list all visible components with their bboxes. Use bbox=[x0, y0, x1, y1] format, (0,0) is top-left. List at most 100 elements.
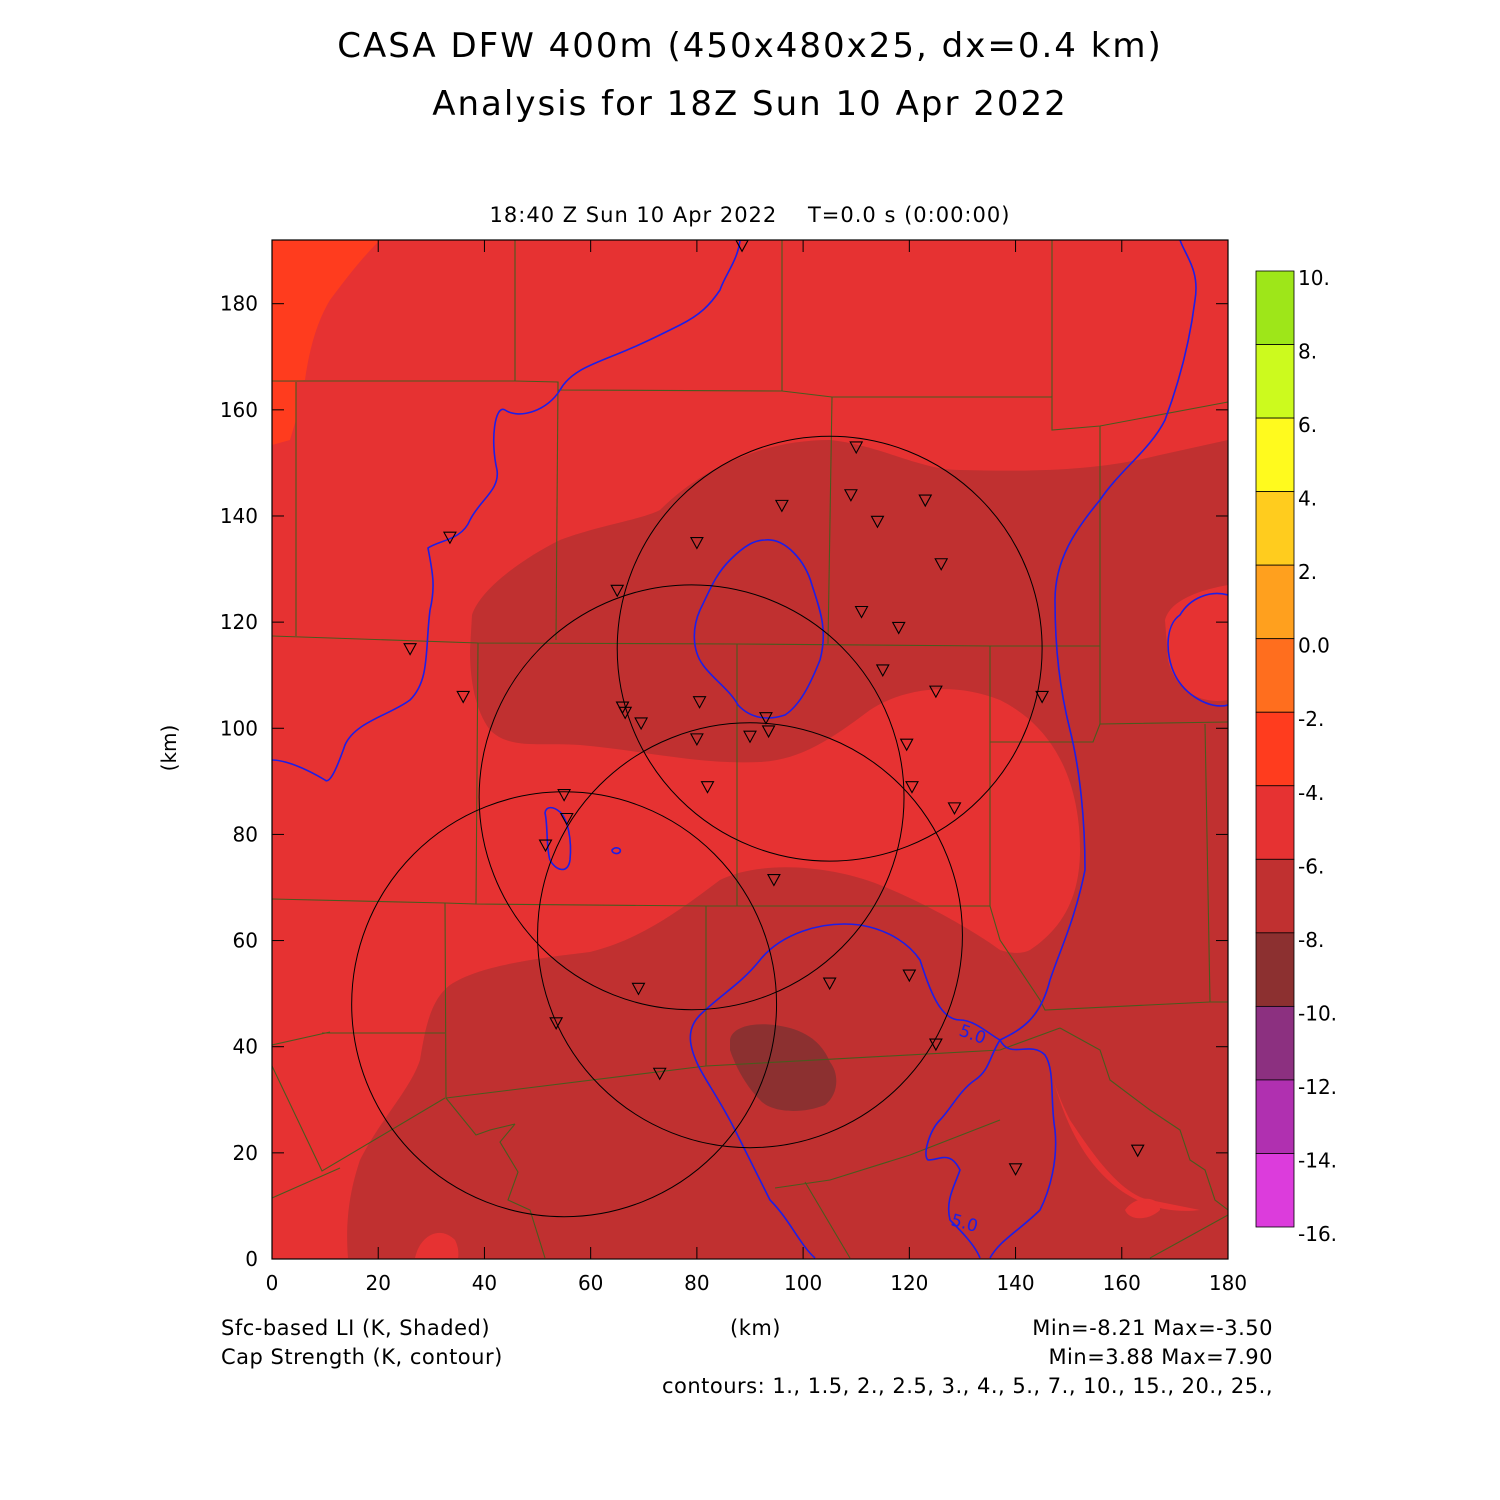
station-marker bbox=[849, 441, 864, 455]
station-marker bbox=[761, 725, 776, 739]
li-region-warm bbox=[272, 240, 380, 382]
cap-contours bbox=[272, 240, 1228, 1259]
x-tick-label: 0 bbox=[266, 1271, 279, 1295]
y-tick-label: 180 bbox=[220, 292, 258, 316]
station-marker bbox=[689, 536, 704, 550]
colorbar-label: 8. bbox=[1298, 340, 1317, 364]
station-marker bbox=[743, 730, 757, 744]
station-markers bbox=[403, 240, 1145, 1176]
station-marker bbox=[689, 733, 704, 747]
radar-ring-1 bbox=[616, 435, 1043, 862]
y-tick-label: 140 bbox=[220, 504, 258, 528]
station-marker bbox=[905, 781, 919, 794]
station-marker bbox=[652, 1067, 667, 1081]
station-marker bbox=[870, 515, 885, 529]
x-axis: 0 20 40 60 80 100 120 140 160 180 bbox=[266, 240, 1247, 1295]
colorbar-swatch bbox=[1255, 1079, 1295, 1154]
station-marker bbox=[902, 969, 917, 983]
colorbar-label: -8. bbox=[1298, 928, 1324, 952]
station-marker bbox=[891, 621, 906, 635]
station-marker bbox=[700, 781, 715, 794]
station-marker bbox=[1008, 1163, 1023, 1176]
county-boundaries bbox=[272, 240, 1228, 1259]
station-marker bbox=[875, 664, 890, 678]
station-marker bbox=[634, 717, 649, 731]
station-marker bbox=[618, 706, 633, 720]
y-tick-label: 60 bbox=[233, 929, 258, 953]
station-marker bbox=[456, 690, 471, 704]
colorbar-label: 10. bbox=[1298, 266, 1330, 290]
colorbar: 10. 8. 6. 4. 2. 0.0 -2. -4. -6. -8. -10. -12. -14. -1… bbox=[1255, 266, 1337, 1246]
y-tick-label: 160 bbox=[220, 398, 258, 422]
station-marker bbox=[559, 812, 574, 826]
valid-time: 18:40 Z Sun 10 Apr 2022 T=0.0 s (0:00:00… bbox=[489, 203, 1011, 227]
colorbar-label: -12. bbox=[1298, 1075, 1337, 1099]
station-marker bbox=[899, 738, 914, 752]
x-axis-unit: (km) bbox=[730, 1316, 782, 1340]
colorbar-label: -16. bbox=[1298, 1222, 1337, 1246]
colorbar-swatch bbox=[1255, 711, 1295, 787]
y-axis: 0 20 40 60 80 100 120 140 160 180 bbox=[220, 292, 1228, 1271]
colorbar-label: -4. bbox=[1298, 781, 1324, 805]
colorbar-label: 2. bbox=[1298, 560, 1317, 584]
colorbar-swatch bbox=[1255, 858, 1295, 934]
station-marker bbox=[759, 712, 773, 725]
station-marker bbox=[822, 977, 837, 991]
y-tick-label: 20 bbox=[233, 1141, 258, 1165]
y-tick-label: 0 bbox=[245, 1247, 258, 1271]
station-marker bbox=[610, 584, 625, 598]
station-marker bbox=[774, 499, 789, 513]
x-tick-label: 100 bbox=[784, 1271, 822, 1295]
colorbar-swatch bbox=[1255, 344, 1295, 419]
radar-rings bbox=[351, 435, 1043, 1218]
x-tick-label: 140 bbox=[996, 1271, 1034, 1295]
colorbar-swatch bbox=[1255, 1153, 1295, 1228]
y-tick-label: 40 bbox=[233, 1035, 258, 1059]
station-marker bbox=[934, 558, 949, 571]
station-marker bbox=[1035, 690, 1050, 704]
station-marker bbox=[947, 802, 962, 816]
radar-ring-4 bbox=[351, 791, 778, 1218]
y-tick-label: 100 bbox=[220, 716, 258, 740]
x-tick-label: 20 bbox=[365, 1271, 390, 1295]
station-marker bbox=[928, 1038, 943, 1052]
station-marker bbox=[692, 696, 707, 709]
li-patch-a bbox=[415, 1232, 459, 1258]
colorbar-swatch bbox=[1255, 785, 1295, 860]
contour-field-label: Cap Strength (K, contour) bbox=[221, 1345, 503, 1369]
colorbar-label: -14. bbox=[1298, 1148, 1337, 1172]
shaded-field-label: Sfc-based LI (K, Shaded) bbox=[221, 1316, 491, 1340]
station-marker bbox=[549, 1017, 564, 1030]
colorbar-swatch bbox=[1255, 932, 1295, 1007]
colorbar-label: 0.0 bbox=[1298, 634, 1330, 658]
colorbar-swatch bbox=[1255, 417, 1295, 493]
colorbar-swatch bbox=[1255, 638, 1295, 713]
map-title: CASA DFW 400m (450x480x25, dx=0.4 km) bbox=[337, 26, 1163, 66]
map-field: 5.0 5.0 bbox=[272, 240, 1228, 1259]
y-tick-label: 80 bbox=[233, 822, 258, 846]
colorbar-swatch bbox=[1255, 270, 1295, 345]
contour-levels: contours: 1., 1.5, 2., 2.5, 3., 4., 5., … bbox=[661, 1374, 1273, 1398]
station-marker bbox=[538, 839, 553, 853]
colorbar-swatch bbox=[1255, 564, 1295, 640]
colorbar-label: 4. bbox=[1298, 487, 1317, 511]
y-axis-unit: (km) bbox=[157, 725, 181, 772]
x-tick-label: 80 bbox=[684, 1271, 709, 1295]
colorbar-label: 6. bbox=[1298, 413, 1317, 437]
station-marker bbox=[918, 494, 933, 508]
colorbar-swatch bbox=[1255, 491, 1295, 566]
contour-minmax: Min=3.88 Max=7.90 bbox=[1048, 1345, 1273, 1369]
colorbar-swatch bbox=[1255, 1005, 1295, 1081]
station-marker bbox=[557, 789, 572, 802]
radar-ring-2 bbox=[478, 584, 905, 1011]
station-marker bbox=[442, 531, 457, 545]
map-frame bbox=[271, 239, 1229, 1260]
colorbar-label: -2. bbox=[1298, 707, 1324, 731]
colorbar-label: -10. bbox=[1298, 1001, 1337, 1025]
station-marker bbox=[854, 605, 869, 619]
y-tick-label: 120 bbox=[220, 610, 258, 634]
station-marker bbox=[843, 489, 858, 502]
x-tick-label: 120 bbox=[890, 1271, 928, 1295]
x-tick-label: 160 bbox=[1103, 1271, 1141, 1295]
